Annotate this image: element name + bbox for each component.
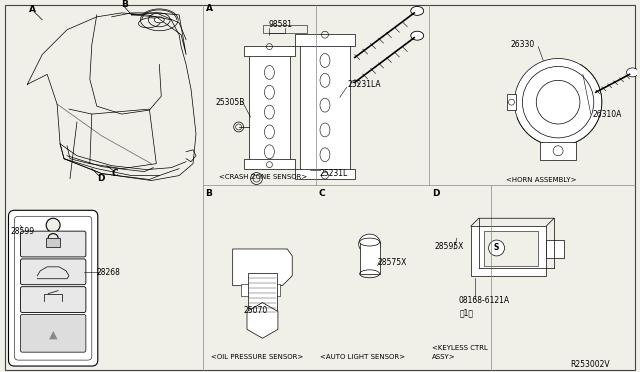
- Bar: [46, 238, 60, 247]
- Text: 25305B: 25305B: [216, 98, 245, 107]
- Text: <OIL PRESSURE SENSOR>: <OIL PRESSURE SENSOR>: [211, 354, 303, 360]
- Bar: [248, 273, 277, 312]
- Bar: [273, 284, 280, 296]
- Text: 08168-6121A: 08168-6121A: [459, 296, 510, 305]
- Text: <AUTO LIGHT SENSOR>: <AUTO LIGHT SENSOR>: [320, 354, 405, 360]
- Text: 26310A: 26310A: [593, 110, 622, 119]
- Ellipse shape: [411, 31, 424, 40]
- Text: 25231LA: 25231LA: [348, 80, 381, 89]
- Text: 25070: 25070: [243, 306, 268, 315]
- Text: B: B: [205, 189, 212, 198]
- Bar: [506, 94, 516, 110]
- Text: B: B: [122, 0, 129, 9]
- Text: ▲: ▲: [49, 329, 58, 339]
- Bar: [295, 169, 355, 179]
- Ellipse shape: [358, 234, 381, 254]
- Bar: [248, 48, 290, 167]
- Text: A: A: [29, 6, 36, 15]
- Bar: [241, 284, 248, 296]
- Text: A: A: [206, 4, 213, 13]
- Text: R253002V: R253002V: [570, 360, 610, 369]
- Text: ASSY>: ASSY>: [432, 354, 456, 360]
- Text: 28595X: 28595X: [434, 241, 463, 250]
- Ellipse shape: [411, 6, 424, 15]
- FancyBboxPatch shape: [8, 210, 98, 366]
- Text: 28268: 28268: [97, 268, 121, 277]
- Polygon shape: [247, 302, 278, 338]
- Bar: [540, 142, 576, 160]
- Text: 98581: 98581: [268, 20, 292, 29]
- Text: D: D: [432, 189, 440, 198]
- Text: 28599: 28599: [10, 227, 35, 235]
- Text: 25231L: 25231L: [320, 169, 348, 178]
- Circle shape: [46, 218, 60, 232]
- Text: 、1。: 、1。: [460, 308, 474, 317]
- Bar: [484, 231, 538, 266]
- Ellipse shape: [154, 17, 164, 23]
- FancyBboxPatch shape: [20, 259, 86, 285]
- Bar: [264, 25, 307, 33]
- Text: 28575X: 28575X: [378, 259, 407, 267]
- Polygon shape: [233, 249, 292, 286]
- Text: S: S: [494, 244, 499, 253]
- Bar: [257, 284, 264, 296]
- Circle shape: [515, 58, 602, 146]
- Text: <KEYLESS CTRL: <KEYLESS CTRL: [432, 345, 488, 351]
- Circle shape: [489, 240, 504, 256]
- Text: <CRASH ZONE SENSOR>: <CRASH ZONE SENSOR>: [219, 174, 307, 180]
- FancyBboxPatch shape: [20, 287, 86, 312]
- Text: C: C: [318, 189, 324, 198]
- Bar: [295, 34, 355, 46]
- Bar: [471, 226, 546, 276]
- FancyBboxPatch shape: [20, 231, 86, 257]
- Bar: [244, 159, 295, 169]
- Ellipse shape: [360, 238, 380, 246]
- Bar: [244, 46, 295, 55]
- Bar: [300, 38, 350, 174]
- Text: <HORN ASSEMBLY>: <HORN ASSEMBLY>: [506, 177, 576, 183]
- Bar: [546, 240, 564, 258]
- Text: D: D: [97, 174, 104, 183]
- FancyBboxPatch shape: [20, 314, 86, 352]
- Text: 26330: 26330: [511, 40, 535, 49]
- Bar: [360, 242, 380, 274]
- Ellipse shape: [627, 68, 639, 77]
- Text: C: C: [111, 169, 118, 178]
